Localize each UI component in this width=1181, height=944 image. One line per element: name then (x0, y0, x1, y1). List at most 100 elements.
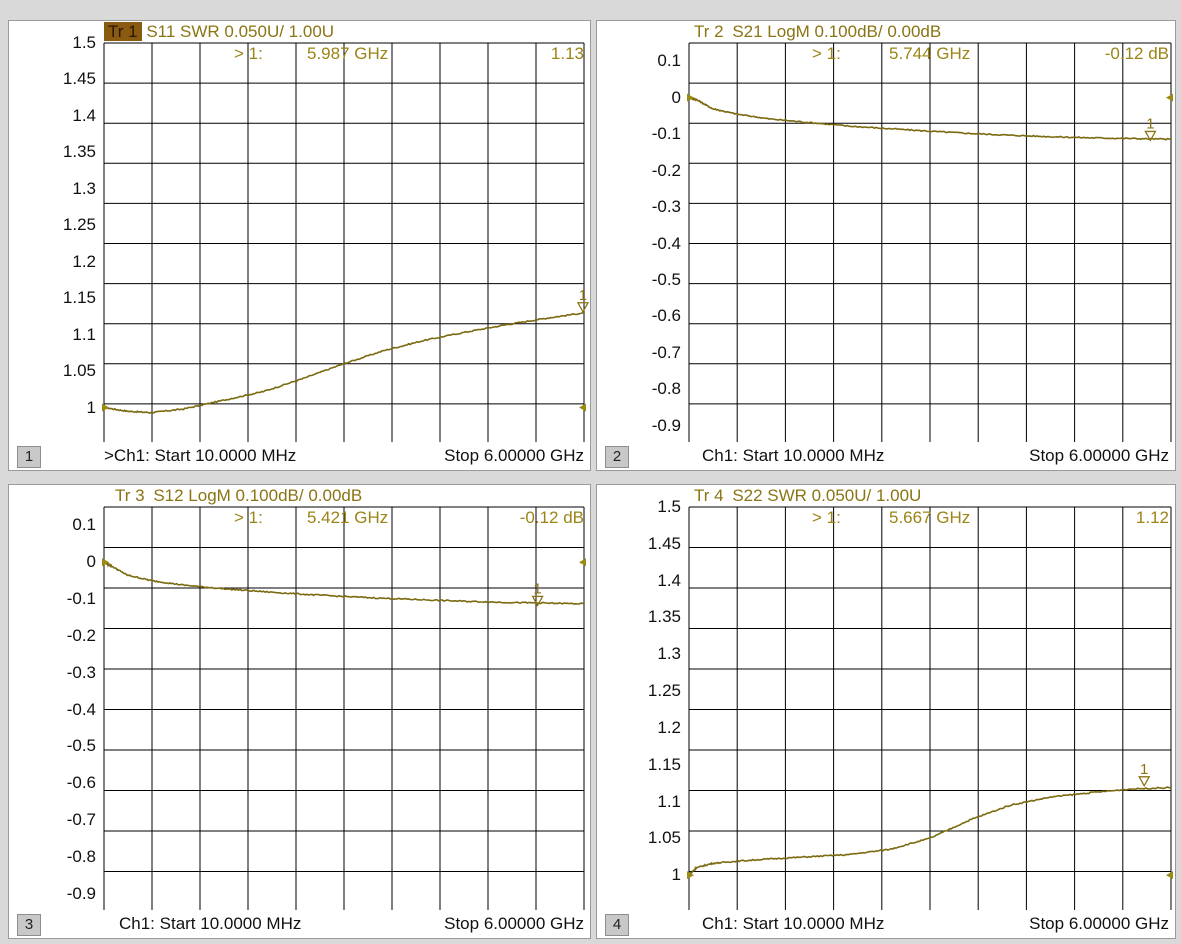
y-tick-label: 1.15 (62, 288, 96, 308)
marker-prefix: > 1: (234, 44, 263, 63)
y-tick-label: 1.25 (62, 215, 96, 235)
reference-arrow-left (102, 403, 109, 412)
trace-id[interactable]: Tr 3 (115, 486, 145, 505)
marker-frequency: 5.744 GHz (889, 44, 971, 63)
marker-triangle (1144, 130, 1157, 142)
marker-triangle (576, 302, 590, 314)
channel-footer: 1 >Ch1: Start 10.0000 MHz Stop 6.00000 G… (9, 442, 590, 470)
y-tick-label: 1.3 (72, 178, 96, 198)
y-tick-label: 1.3 (657, 644, 681, 664)
plot-area: 1 (687, 506, 1173, 913)
y-tick-label: 0 (86, 552, 96, 572)
y-tick-label: -0.9 (651, 415, 681, 435)
y-tick-label: -0.7 (651, 342, 681, 362)
marker-prefix: > 1: (812, 44, 841, 63)
y-tick-label: 1 (671, 865, 681, 885)
y-tick-label: -0.3 (651, 197, 681, 217)
start-frequency: Ch1: Start 10.0000 MHz (119, 914, 302, 933)
grid (103, 506, 585, 913)
channel-panel-3[interactable]: 1 Tr 3 S12 LogM 0.100dB/ 0.00dB > 1: 5.4… (8, 484, 591, 939)
marker-label: 1 (579, 287, 587, 304)
y-tick-label: -0.8 (66, 846, 96, 866)
trace-header[interactable]: Tr 4 S22 SWR 0.050U/ 1.00U (690, 485, 921, 507)
trace-info: S21 LogM 0.100dB/ 0.00dB (732, 22, 942, 41)
marker-value: 1.12 (1135, 508, 1169, 527)
plot-area: 1 (687, 42, 1173, 445)
marker-frequency: 5.421 GHz (307, 508, 389, 527)
channel-panel-2[interactable]: 1 Tr 2 S21 LogM 0.100dB/ 0.00dB > 1: 5.7… (596, 20, 1176, 471)
marker-triangle (531, 595, 544, 607)
marker-value: -0.12 dB (519, 508, 584, 527)
y-tick-label: 0.1 (657, 51, 681, 71)
reference-arrow-right (579, 558, 586, 567)
y-tick-label: 1.1 (657, 791, 681, 811)
stop-frequency: Stop 6.00000 GHz (444, 914, 584, 933)
reference-arrow-right (1166, 93, 1173, 102)
reference-arrow-right (579, 403, 586, 412)
channel-number[interactable]: 2 (605, 446, 629, 468)
marker-label: 1 (1146, 115, 1154, 132)
trace-header[interactable]: Tr 1 S11 SWR 0.050U/ 1.00U (104, 21, 334, 43)
y-tick-label: -0.5 (66, 736, 96, 756)
marker-label: 1 (533, 580, 541, 597)
y-tick-label: 1.35 (647, 607, 681, 627)
grid (688, 42, 1172, 445)
y-tick-label: 0.1 (72, 515, 96, 535)
trace-header[interactable]: Tr 3 S12 LogM 0.100dB/ 0.00dB (111, 485, 362, 507)
channel-footer: 2 Ch1: Start 10.0000 MHz Stop 6.00000 GH… (597, 442, 1175, 470)
y-tick-label: 1.35 (62, 142, 96, 162)
trace-line (103, 312, 585, 414)
trace-id[interactable]: Tr 4 (694, 486, 724, 505)
reference-arrow-left (687, 871, 694, 880)
y-tick-label: -0.8 (651, 379, 681, 399)
trace-info: S11 SWR 0.050U/ 1.00U (146, 22, 335, 41)
y-tick-label: 1.45 (62, 69, 96, 89)
y-tick-label: 1.4 (72, 105, 96, 125)
trace-line (688, 786, 1172, 877)
stop-frequency: Stop 6.00000 GHz (1029, 446, 1169, 465)
y-tick-label: -0.1 (66, 589, 96, 609)
y-tick-label: -0.6 (66, 773, 96, 793)
marker-label: 1 (1140, 761, 1148, 778)
stop-frequency: Stop 6.00000 GHz (1029, 914, 1169, 933)
channel-number[interactable]: 4 (605, 914, 629, 936)
marker-frequency: 5.987 GHz (307, 44, 389, 63)
stop-frequency: Stop 6.00000 GHz (444, 446, 584, 465)
channel-panel-4[interactable]: 1 Tr 4 S22 SWR 0.050U/ 1.00U > 1: 5.667 … (596, 484, 1176, 939)
y-tick-label: 1.5 (72, 33, 96, 52)
y-tick-label: -0.5 (651, 269, 681, 289)
y-tick-label: 1.2 (72, 251, 96, 271)
y-tick-label: 1.15 (647, 754, 681, 774)
y-tick-label: 1.25 (647, 681, 681, 701)
y-tick-label: -0.7 (66, 809, 96, 829)
y-tick-label: 1.45 (647, 533, 681, 553)
reference-arrow-left (102, 558, 109, 567)
grid (103, 42, 585, 445)
y-tick-label: 1.05 (647, 828, 681, 848)
grid (688, 506, 1172, 913)
trace-line (103, 560, 585, 605)
marker-frequency: 5.667 GHz (889, 508, 971, 527)
channel-number[interactable]: 1 (17, 446, 41, 468)
trace-info: S22 SWR 0.050U/ 1.00U (732, 486, 922, 505)
trace-line (688, 95, 1172, 141)
channel-footer: 4 Ch1: Start 10.0000 MHz Stop 6.00000 GH… (597, 910, 1175, 938)
y-tick-label: 0 (671, 87, 681, 107)
plot-area: 1 (102, 42, 590, 445)
start-frequency: Ch1: Start 10.0000 MHz (702, 914, 885, 933)
trace-header[interactable]: Tr 2 S21 LogM 0.100dB/ 0.00dB (690, 21, 941, 43)
start-frequency: Ch1: Start 10.0000 MHz (702, 446, 885, 465)
channel-number[interactable]: 3 (17, 914, 41, 936)
y-tick-label: 1 (86, 397, 96, 417)
trace-id[interactable]: Tr 1 (104, 22, 142, 41)
y-tick-label: -0.4 (651, 233, 681, 253)
channel-panel-1[interactable]: 1 Tr 1 S11 SWR 0.050U/ 1.00U > 1: 5.987 … (8, 20, 591, 471)
y-tick-label: -0.6 (651, 306, 681, 326)
trace-info: S12 LogM 0.100dB/ 0.00dB (153, 486, 363, 505)
trace-id[interactable]: Tr 2 (694, 22, 724, 41)
marker-value: 1.13 (550, 44, 584, 63)
reference-arrow-left (687, 93, 694, 102)
plot-area: 1 (102, 506, 586, 913)
y-tick-label: 1.5 (657, 497, 681, 516)
